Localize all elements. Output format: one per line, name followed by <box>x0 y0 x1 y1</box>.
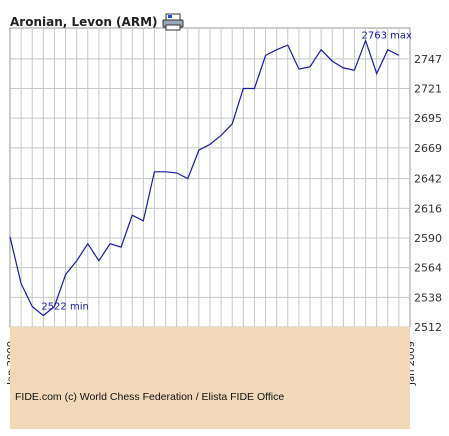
y-tick-label: 2642 <box>414 173 442 186</box>
rating-series-line <box>9 38 400 317</box>
y-tick-label: 2669 <box>414 142 442 155</box>
y-tick-label: 2564 <box>414 262 442 275</box>
y-tick-label: 2538 <box>414 291 442 304</box>
min-annotation: 2522 min <box>41 302 88 313</box>
footer-credit: FIDE.com (c) World Chess Federation / El… <box>15 391 285 403</box>
max-annotation: 2763 max <box>362 31 412 42</box>
footer-band <box>10 327 410 429</box>
print-icon[interactable] <box>162 13 184 31</box>
y-tick-label: 2590 <box>414 232 442 245</box>
x-tick-label: Jan 2009 <box>406 341 417 386</box>
title-row: Aronian, Levon (ARM) <box>10 12 184 32</box>
y-tick-label: 2512 <box>414 321 442 334</box>
y-tick-label: 2747 <box>414 53 442 66</box>
y-tick-label: 2616 <box>414 202 442 215</box>
chart-title: Aronian, Levon (ARM) <box>10 15 158 29</box>
y-tick-label: 2721 <box>414 82 442 95</box>
y-tick-label: 2695 <box>414 112 442 125</box>
